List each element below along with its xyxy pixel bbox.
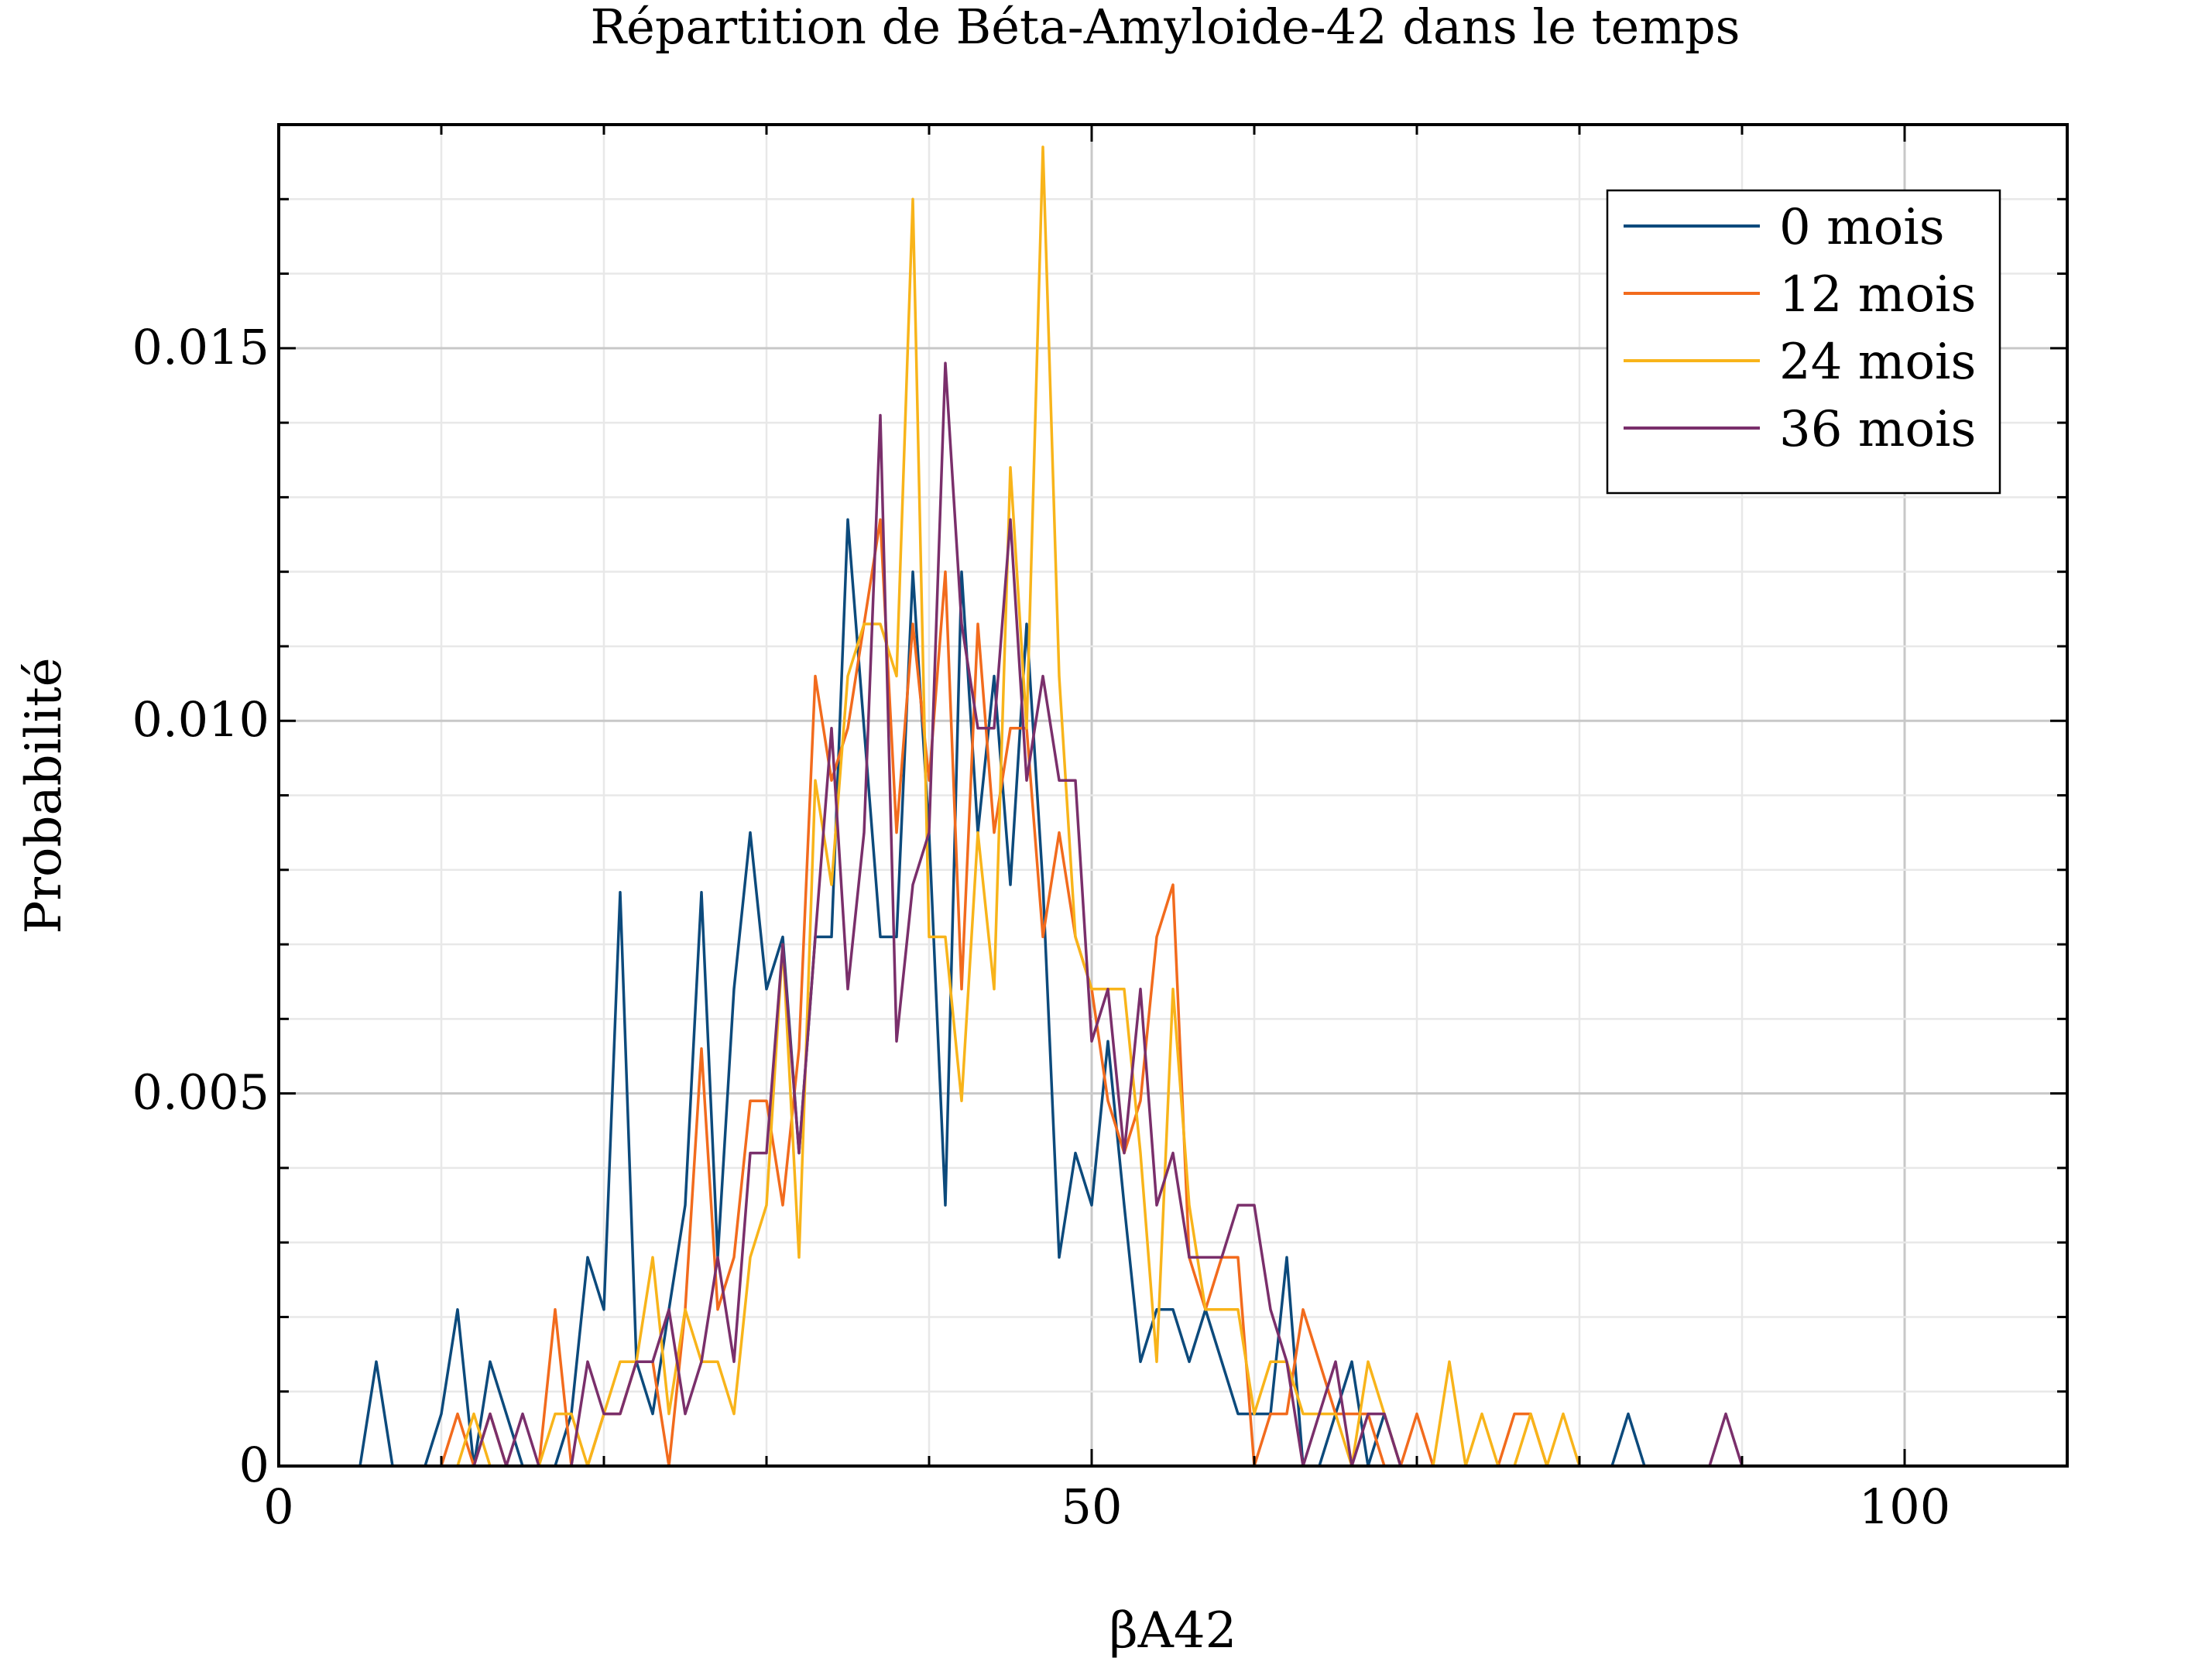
y-axis-label: Probabilité xyxy=(15,657,73,933)
legend-entries: 0 mois 12 mois 24 mois 36 mois xyxy=(1624,199,1976,458)
legend-label-2: 24 mois xyxy=(1779,334,1976,391)
x-axis-label: βA42 xyxy=(1109,1602,1237,1658)
chart-title: Répartition de Béta-Amyloide-42 dans le … xyxy=(590,0,1740,55)
legend-label-1: 12 mois xyxy=(1779,266,1976,324)
legend: 0 mois 12 mois 24 mois 36 mois xyxy=(1606,189,2001,495)
series-line-3 xyxy=(295,361,1953,1468)
x-tick-label: 50 xyxy=(1061,1478,1123,1535)
tick-labels: 0 50 100 0 0.005 0.010 0.015 xyxy=(132,319,1951,1535)
legend-label-3: 36 mois xyxy=(1779,401,1976,458)
y-tick-label: 0.010 xyxy=(132,691,270,748)
x-tick-label: 100 xyxy=(1859,1478,1950,1535)
y-tick-label: 0 xyxy=(239,1437,269,1493)
legend-label-0: 0 mois xyxy=(1779,199,1945,256)
legend-box xyxy=(1606,189,2001,495)
y-tick-label: 0.015 xyxy=(132,319,270,375)
ticks xyxy=(277,123,2069,1468)
x-tick-label: 0 xyxy=(263,1478,293,1535)
y-tick-label: 0.005 xyxy=(132,1064,270,1121)
